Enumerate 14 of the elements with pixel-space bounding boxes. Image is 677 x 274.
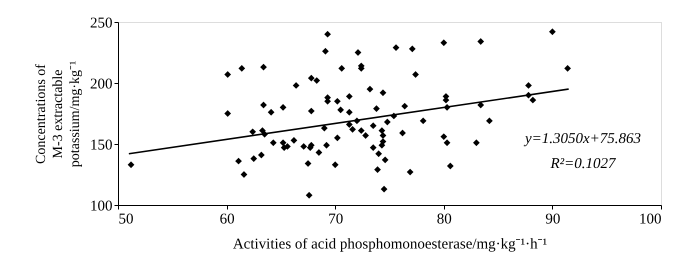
annotation: y=1.3050x+75.863	[522, 131, 642, 147]
x-tick-label: 60	[220, 212, 235, 228]
x-axis-title: Activities of acid phosphomonoesterase/mg·kg⁻¹·h⁻¹	[232, 236, 548, 252]
x-tick-label: 70	[328, 212, 344, 228]
x-tick-label: 90	[545, 212, 560, 228]
x-tick-label: 100	[639, 212, 662, 228]
y-tick-label: 150	[90, 138, 112, 154]
annotation: R²=0.1027	[549, 156, 618, 172]
y-tick-label: 200	[90, 76, 112, 92]
y-tick-label: 250	[90, 16, 112, 32]
x-tick-label: 50	[118, 212, 134, 228]
y-axis-title: Concentrations of M-3 extractable potassium/mg·kg⁻¹	[34, 60, 83, 168]
x-tick-label: 80	[436, 212, 452, 228]
y-tick-label: 100	[90, 198, 112, 214]
